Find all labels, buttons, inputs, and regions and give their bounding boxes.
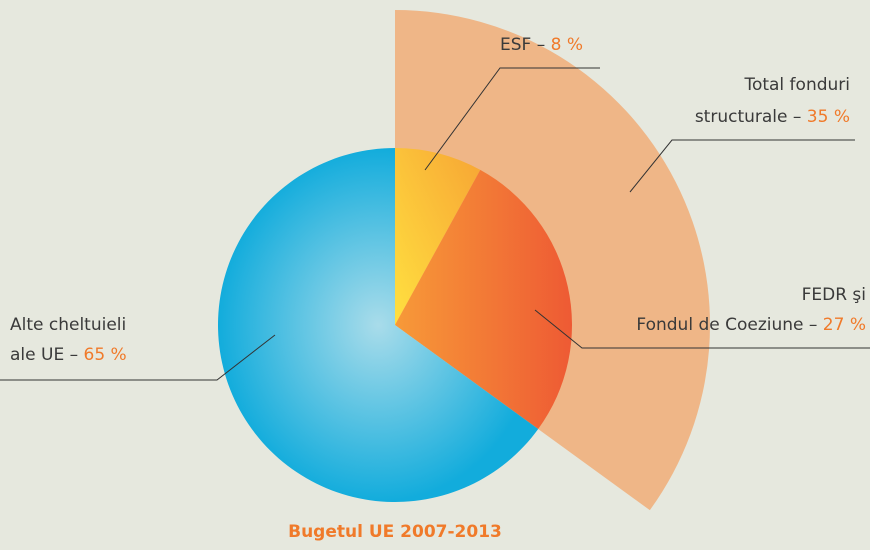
label-text: ale UE –	[10, 345, 78, 365]
label-text: FEDR şi	[802, 285, 866, 305]
pie-slice	[395, 169, 572, 430]
slice-label: structurale – 35 %	[695, 107, 850, 127]
pie-slice	[395, 148, 481, 325]
chart-title: Bugetul UE 2007-2013	[288, 522, 502, 542]
label-text: Alte cheltuieli	[10, 315, 126, 335]
label-text: ESF –	[500, 35, 545, 55]
value-label: 35 %	[807, 107, 850, 127]
slice-label: Total fonduri	[743, 75, 850, 95]
leader-line	[424, 67, 600, 171]
label-text: structurale –	[695, 107, 802, 127]
value-label: 27 %	[823, 315, 866, 335]
label-text: Fondul de Coeziune –	[636, 315, 817, 335]
slice-label: ESF – 8 %	[500, 35, 583, 55]
slice-label: ale UE – 65 %	[10, 345, 127, 365]
label-text: Total fonduri	[743, 75, 850, 95]
slice-label: FEDR şi	[802, 285, 866, 305]
slice-label: Alte cheltuieli	[10, 315, 126, 335]
value-label: 8 %	[551, 35, 583, 55]
leader-line	[534, 309, 870, 349]
slice-label: Fondul de Coeziune – 27 %	[636, 315, 866, 335]
pie-slice	[217, 148, 539, 502]
leader-line	[0, 334, 276, 381]
value-label: 65 %	[84, 345, 127, 365]
leader-line	[629, 139, 855, 193]
